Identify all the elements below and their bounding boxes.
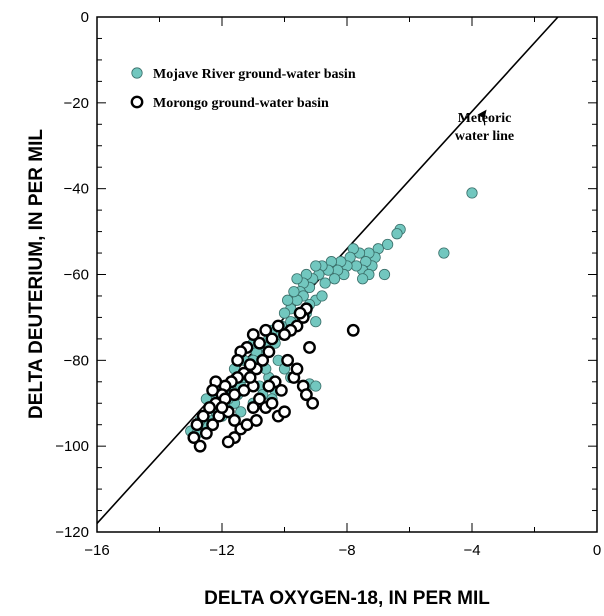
point-morongo: [271, 319, 285, 333]
legend-marker: [131, 67, 143, 79]
x-tick-label: −12: [209, 542, 234, 559]
axis-ticks: −16 −12 −8 −4 00−20−40−60−80−100−120: [55, 9, 601, 559]
point-mojave: [310, 380, 322, 392]
point-morongo: [278, 328, 291, 341]
point-morongo: [256, 353, 270, 367]
point-mojave: [235, 406, 247, 418]
point-morongo: [196, 409, 210, 423]
point-morongo: [246, 401, 260, 414]
point-mojave: [378, 268, 391, 281]
point-morongo: [246, 328, 260, 341]
point-morongo: [221, 435, 235, 449]
y-tick-label: −80: [64, 352, 89, 369]
point-morongo: [243, 371, 257, 384]
point-morongo: [299, 388, 313, 402]
point-morongo: [206, 418, 220, 432]
point-morongo: [199, 426, 213, 440]
point-mojave: [391, 228, 403, 240]
point-mojave: [319, 277, 331, 289]
y-tick-label: −60: [64, 267, 89, 284]
data-points: [185, 187, 478, 453]
point-morongo: [228, 414, 241, 427]
meteoric-line-label: water line: [455, 129, 514, 144]
point-morongo: [193, 439, 207, 453]
point-mojave: [288, 286, 300, 298]
y-axis-title: DELTA DEUTERIUM, IN PER MIL: [26, 129, 47, 419]
point-mojave: [310, 260, 322, 272]
point-mojave: [316, 290, 328, 302]
point-mojave: [438, 247, 450, 259]
point-morongo: [262, 345, 276, 359]
legend: Mojave River ground-water basin Morongo g…: [130, 67, 356, 111]
point-morongo: [265, 396, 279, 410]
point-morongo: [228, 388, 241, 402]
legend-label: Morongo ground-water basin: [153, 96, 329, 111]
point-mojave: [382, 238, 394, 251]
point-morongo: [253, 336, 266, 350]
point-morongo: [303, 341, 316, 354]
point-morongo: [274, 383, 288, 397]
point-morongo: [281, 353, 295, 367]
meteoric-line-label: Meteoric: [458, 111, 512, 126]
y-tick-label: 0: [81, 9, 89, 26]
y-tick-label: −40: [64, 181, 89, 198]
point-morongo: [190, 418, 204, 432]
arrowhead-icon: [477, 109, 487, 119]
legend-marker: [130, 95, 144, 109]
point-morongo: [290, 362, 304, 376]
point-morongo: [278, 405, 291, 419]
y-tick-label: −120: [55, 524, 89, 541]
point-mojave: [328, 273, 341, 285]
x-axis-title: DELTA OXYGEN-18, IN PER MIL: [204, 588, 490, 609]
point-mojave: [291, 273, 303, 285]
point-morongo: [262, 379, 276, 393]
y-tick-label: −20: [64, 95, 89, 112]
point-morongo: [259, 323, 273, 337]
point-morongo: [253, 392, 266, 406]
point-mojave: [357, 273, 369, 285]
point-morongo: [265, 332, 279, 346]
point-mojave: [282, 294, 294, 306]
point-morongo: [206, 383, 220, 397]
point-mojave: [278, 307, 291, 319]
y-tick-label: −100: [55, 438, 89, 455]
x-tick-label: −4: [463, 542, 480, 559]
x-tick-label: −16: [84, 542, 109, 559]
point-mojave: [466, 187, 478, 199]
point-morongo: [346, 323, 360, 337]
point-morongo: [249, 414, 263, 427]
point-morongo: [306, 396, 320, 410]
point-morongo: [293, 306, 307, 320]
point-morongo: [203, 401, 216, 414]
legend-label: Mojave River ground-water basin: [153, 67, 356, 82]
point-morongo: [187, 431, 201, 444]
point-morongo: [243, 358, 257, 372]
x-tick-label: −8: [338, 542, 355, 559]
point-morongo: [215, 401, 229, 414]
x-tick-label: 0: [593, 542, 601, 559]
point-morongo: [231, 353, 245, 367]
point-mojave: [310, 316, 322, 328]
